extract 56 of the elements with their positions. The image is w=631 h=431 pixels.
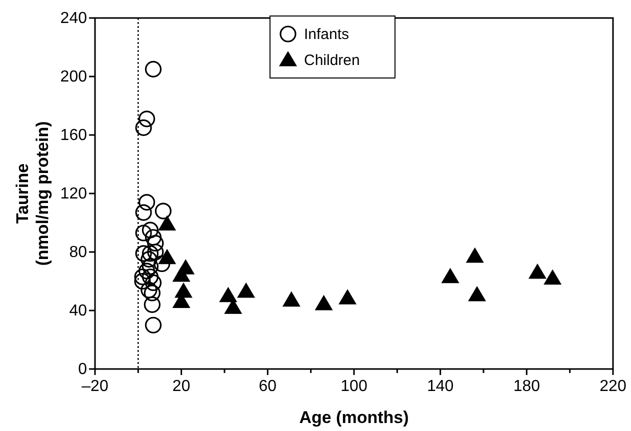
- point: [142, 245, 159, 262]
- x-tick-label: 180: [513, 378, 540, 395]
- x-axis-title: Age (months): [299, 408, 409, 427]
- point: [144, 274, 162, 292]
- point: [135, 204, 152, 221]
- x-tick-label: –20: [82, 378, 108, 395]
- y-tick-label: 40: [69, 302, 88, 320]
- x-tick-label: 100: [340, 378, 368, 395]
- point: [282, 291, 300, 307]
- point: [154, 255, 170, 272]
- y-tick-label: 200: [60, 68, 88, 86]
- point: [144, 284, 160, 302]
- point: [135, 245, 152, 262]
- x-tick-label: 140: [426, 378, 454, 395]
- point: [138, 262, 156, 280]
- y-tick-label: 240: [60, 10, 88, 27]
- point: [138, 110, 156, 128]
- y-tick-label: 80: [69, 244, 88, 261]
- point: [140, 282, 158, 298]
- point: [338, 289, 357, 304]
- x-tick-label: 220: [600, 378, 626, 395]
- legend-label: Infants: [304, 26, 350, 43]
- point: [142, 222, 159, 238]
- point: [158, 215, 176, 231]
- point: [140, 251, 158, 268]
- x-tick-label: 20: [172, 378, 190, 395]
- y-tick-label: 160: [60, 127, 88, 144]
- point: [314, 294, 333, 310]
- point: [144, 316, 162, 334]
- y-tick-label: 120: [60, 186, 88, 202]
- point: [144, 229, 162, 246]
- point: [144, 60, 162, 78]
- point: [154, 202, 172, 220]
- y-tick-label: 0: [78, 361, 88, 378]
- point: [138, 194, 156, 211]
- point: [142, 258, 159, 275]
- point: [237, 282, 256, 298]
- point: [544, 269, 562, 285]
- x-tick-label: 60: [258, 378, 277, 395]
- point: [528, 263, 546, 279]
- point: [134, 272, 151, 290]
- point: [135, 224, 152, 242]
- point: [135, 119, 152, 136]
- point: [147, 244, 164, 260]
- point: [134, 268, 151, 286]
- point: [144, 296, 160, 313]
- point: [468, 286, 486, 302]
- point: [441, 268, 460, 284]
- y-axis-title: Taurine (nmol/mg protein): [13, 121, 52, 266]
- point: [142, 268, 159, 286]
- point: [158, 248, 176, 264]
- point: [147, 234, 164, 252]
- legend-label: Children: [304, 52, 360, 69]
- point: [219, 286, 238, 302]
- point: [172, 266, 190, 282]
- point: [466, 247, 484, 263]
